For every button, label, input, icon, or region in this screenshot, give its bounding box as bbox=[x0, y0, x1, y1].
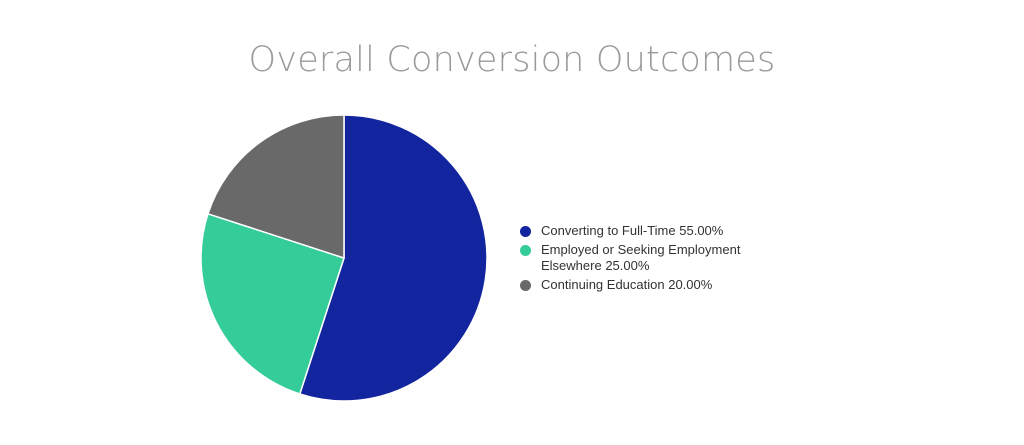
legend-label: Employed or Seeking Employment Elsewhere bbox=[541, 242, 741, 273]
legend-item-employed-elsewhere[interactable]: Employed or Seeking Employment Elsewhere… bbox=[520, 242, 800, 274]
legend-marker bbox=[520, 226, 531, 237]
chart-title: Overall Conversion Outcomes bbox=[248, 40, 776, 80]
legend-item-continuing-education[interactable]: Continuing Education 20.00% bbox=[520, 277, 800, 293]
legend-value: 55.00% bbox=[679, 223, 724, 238]
pie-slice-full-time[interactable] bbox=[299, 114, 488, 402]
pie-slice-continuing-education[interactable] bbox=[207, 114, 345, 259]
pie-slice-employed-elsewhere[interactable] bbox=[200, 213, 345, 395]
legend-label: Continuing Education bbox=[541, 277, 665, 292]
legend-value: 20.00% bbox=[668, 277, 713, 292]
legend-label: Converting to Full-Time bbox=[541, 223, 676, 238]
pie-chart bbox=[200, 114, 488, 402]
legend-value: 25.00% bbox=[605, 258, 650, 273]
legend: Converting to Full-Time 55.00% Employed … bbox=[520, 223, 800, 296]
legend-marker bbox=[520, 245, 531, 256]
legend-item-full-time[interactable]: Converting to Full-Time 55.00% bbox=[520, 223, 800, 239]
legend-marker bbox=[520, 280, 531, 291]
